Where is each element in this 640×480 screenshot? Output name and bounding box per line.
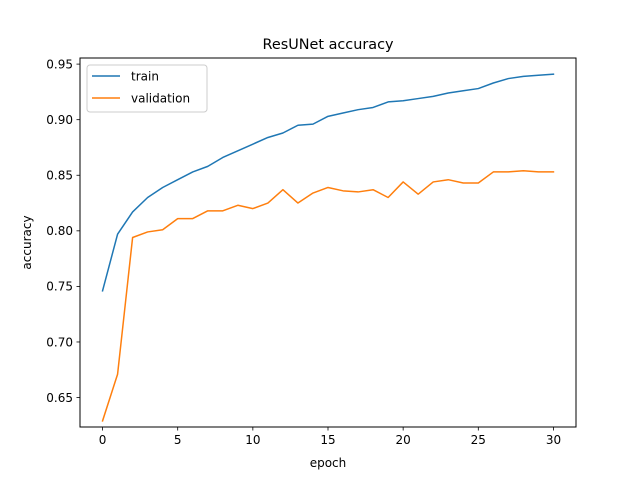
legend-label-train: train (131, 69, 159, 83)
y-axis-label: accuracy (20, 215, 34, 269)
x-axis-label: epoch (310, 456, 347, 470)
legend-label-validation: validation (131, 91, 190, 105)
series-line-validation (101, 170, 555, 422)
y-tick-label: 0.95 (46, 57, 73, 71)
chart-title: ResUNet accuracy (263, 37, 394, 53)
x-tick-label: 10 (245, 433, 260, 447)
y-tick-label: 0.85 (46, 169, 73, 183)
y-tick-label: 0.90 (46, 113, 73, 127)
y-tick-label: 0.65 (46, 391, 73, 405)
y-tick-label: 0.75 (46, 280, 73, 294)
plot-area (101, 73, 555, 422)
y-tick-label: 0.80 (46, 224, 73, 238)
x-tick-label: 0 (99, 433, 107, 447)
x-tick-label: 5 (174, 433, 182, 447)
x-tick-label: 20 (396, 433, 411, 447)
x-tick-label: 30 (546, 433, 561, 447)
series-line-train (101, 73, 555, 292)
y-axis: 0.65 0.70 0.75 0.80 0.85 0.90 0.95 (46, 57, 80, 405)
y-tick-label: 0.70 (46, 335, 73, 349)
axes-frame (79, 57, 577, 428)
x-tick-label: 15 (320, 433, 335, 447)
x-axis: 0 5 10 15 20 25 30 (99, 427, 561, 447)
x-tick-label: 25 (471, 433, 486, 447)
legend: train validation (86, 64, 208, 113)
